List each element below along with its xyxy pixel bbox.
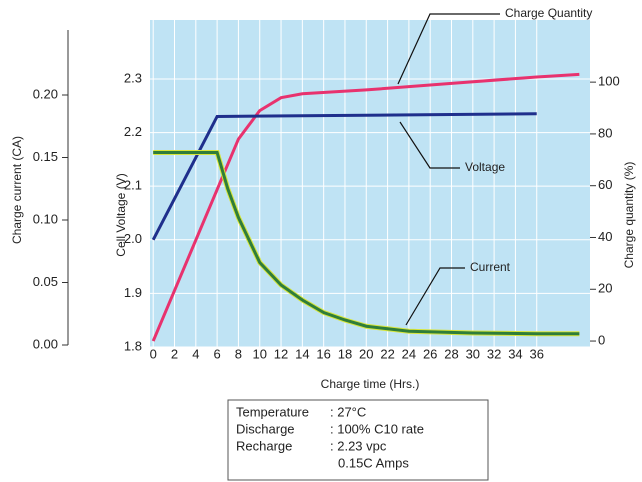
annotation: Current bbox=[470, 260, 511, 274]
x-tick-label: 24 bbox=[402, 346, 416, 361]
legend-box bbox=[227, 399, 489, 481]
annotation: Charge Quantity bbox=[505, 6, 592, 20]
note-value: : 2.23 vpc bbox=[330, 438, 387, 453]
y-tick-label: 1.8 bbox=[124, 338, 142, 353]
x-tick-label: 16 bbox=[316, 346, 330, 361]
note-label: Recharge bbox=[236, 438, 292, 453]
y3-axis-label: Charge current (CA) bbox=[10, 136, 24, 244]
y-tick-label: 2.2 bbox=[124, 124, 142, 139]
annotation: Voltage bbox=[465, 160, 505, 174]
x-tick-label: 8 bbox=[235, 346, 242, 361]
annotation-arrow bbox=[405, 267, 465, 326]
y2-tick-label: 20 bbox=[598, 281, 612, 296]
y3-tick-label: 0.05 bbox=[33, 274, 58, 289]
x-tick-label: 26 bbox=[423, 346, 437, 361]
x-tick-label: 6 bbox=[214, 346, 221, 361]
y2-axis-label: Charge quantity (%) bbox=[622, 162, 636, 269]
note-value: 0.15C Amps bbox=[338, 455, 409, 470]
note-label: Temperature bbox=[236, 404, 309, 419]
x-tick-label: 18 bbox=[338, 346, 352, 361]
y-tick-label: 1.9 bbox=[124, 285, 142, 300]
x-tick-label: 10 bbox=[252, 346, 266, 361]
y-axis-label: Cell Voltage (V) bbox=[114, 173, 128, 256]
x-tick-label: 22 bbox=[380, 346, 394, 361]
note-value: : 27°C bbox=[330, 404, 366, 419]
plot-area bbox=[150, 20, 590, 347]
x-tick-label: 14 bbox=[295, 346, 309, 361]
x-axis-label: Charge time (Hrs.) bbox=[321, 377, 420, 391]
y-tick-label: 2.1 bbox=[124, 178, 142, 193]
x-tick-label: 34 bbox=[508, 346, 522, 361]
annotation-arrow bbox=[399, 121, 460, 169]
annotation-arrow bbox=[397, 13, 500, 85]
note-label: Discharge bbox=[236, 421, 295, 436]
y3-tick-label: 0.15 bbox=[33, 149, 58, 164]
y2-tick-label: 40 bbox=[598, 229, 612, 244]
x-tick-label: 2 bbox=[171, 346, 178, 361]
x-tick-label: 32 bbox=[487, 346, 501, 361]
x-tick-label: 4 bbox=[192, 346, 199, 361]
x-tick-label: 12 bbox=[274, 346, 288, 361]
y2-tick-label: 0 bbox=[598, 332, 605, 347]
x-tick-label: 0 bbox=[150, 346, 157, 361]
series-line bbox=[151, 72, 580, 342]
x-tick-label: 30 bbox=[466, 346, 480, 361]
x-tick-label: 36 bbox=[529, 346, 543, 361]
y2-tick-label: 80 bbox=[598, 125, 612, 140]
x-tick-label: 20 bbox=[359, 346, 373, 361]
series-line bbox=[153, 151, 580, 336]
y3-tick-label: 0.00 bbox=[33, 336, 58, 351]
x-tick-label: 28 bbox=[444, 346, 458, 361]
note-value: : 100% C10 rate bbox=[330, 421, 424, 436]
y3-tick-label: 0.20 bbox=[33, 86, 58, 101]
y-tick-label: 2.0 bbox=[124, 231, 142, 246]
y-tick-label: 2.3 bbox=[124, 70, 142, 85]
series-line bbox=[151, 112, 537, 241]
y2-tick-label: 100 bbox=[598, 74, 620, 89]
y2-tick-label: 60 bbox=[598, 177, 612, 192]
y3-tick-label: 0.10 bbox=[33, 211, 58, 226]
